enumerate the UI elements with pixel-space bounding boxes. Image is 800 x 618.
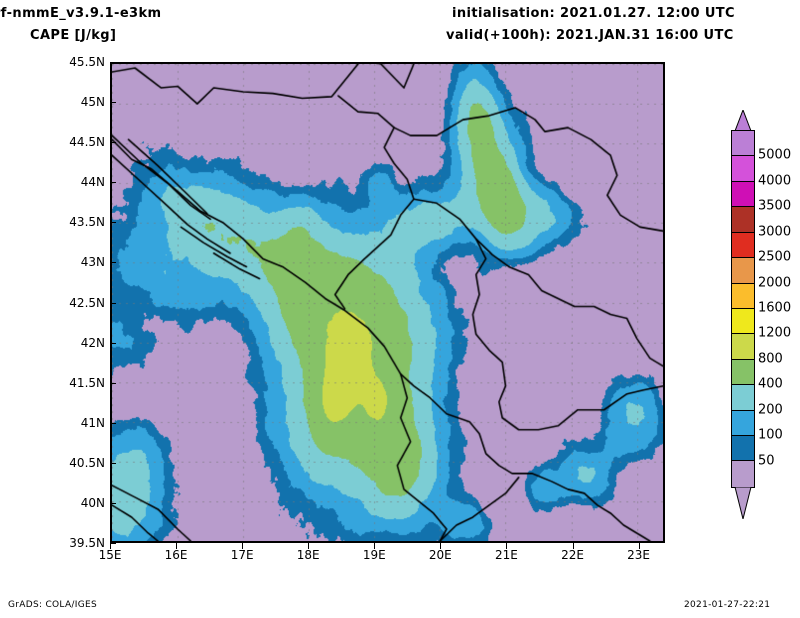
colorbar-tick-label: 400 bbox=[758, 376, 783, 392]
colorbar-tick-label: 1200 bbox=[758, 325, 792, 341]
valid-time: valid(+100h): 2021.JAN.31 16:00 UTC bbox=[446, 28, 734, 43]
colorbar-swatch bbox=[732, 131, 754, 157]
colorbar-tick-label: 3000 bbox=[758, 224, 792, 240]
colorbar-swatch bbox=[732, 283, 754, 309]
y-tick-label: 43.5N bbox=[69, 215, 105, 230]
colorbar-tick-label: 3500 bbox=[758, 198, 792, 214]
colorbar[interactable] bbox=[731, 130, 755, 488]
y-tick-label: 42.5N bbox=[69, 295, 105, 310]
colorbar-swatch bbox=[732, 334, 754, 360]
y-tick-label: 40N bbox=[80, 495, 105, 510]
y-tick-mark bbox=[110, 502, 116, 504]
y-tick-mark bbox=[110, 462, 116, 464]
colorbar-tick-label: 4000 bbox=[758, 173, 792, 189]
y-tick-mark bbox=[110, 102, 116, 104]
x-tick-label: 16E bbox=[164, 548, 188, 562]
y-tick-mark bbox=[110, 222, 116, 224]
x-tick-label: 17E bbox=[230, 548, 254, 562]
y-tick-mark bbox=[110, 62, 116, 63]
colorbar-swatch bbox=[732, 232, 754, 259]
colorbar-swatch bbox=[732, 359, 754, 386]
x-tick-mark bbox=[572, 543, 574, 549]
x-tick-mark bbox=[110, 543, 111, 549]
x-tick-mark bbox=[242, 543, 244, 549]
colorbar-over-arrow bbox=[734, 110, 752, 131]
render-timestamp: 2021-01-27-22:21 bbox=[684, 600, 771, 610]
colorbar-swatch bbox=[732, 385, 754, 411]
x-tick-label: 23E bbox=[627, 548, 650, 562]
x-tick-label: 22E bbox=[561, 548, 584, 562]
colorbar-tick-label: 50 bbox=[758, 453, 775, 469]
x-tick-mark bbox=[506, 543, 508, 549]
colorbar-tick-label: 5000 bbox=[758, 147, 792, 163]
colorbar-swatch bbox=[732, 461, 754, 487]
x-tick-label: 21E bbox=[494, 548, 518, 562]
model-title: rf-nmmE_v3.9.1-e3km bbox=[0, 6, 162, 21]
y-tick-label: 45.5N bbox=[69, 55, 105, 69]
x-tick-mark bbox=[176, 543, 178, 549]
colorbar-swatch bbox=[732, 207, 754, 233]
y-tick-label: 41N bbox=[80, 415, 105, 430]
colorbar-swatch bbox=[732, 181, 754, 208]
y-tick-label: 42N bbox=[80, 335, 105, 350]
cape-field-heatmap bbox=[112, 64, 663, 541]
y-tick-mark bbox=[110, 302, 116, 304]
colorbar-tick-label: 100 bbox=[758, 427, 783, 443]
x-tick-label: 19E bbox=[362, 548, 386, 562]
y-tick-label: 39.5N bbox=[69, 536, 105, 550]
y-tick-label: 44.5N bbox=[69, 135, 105, 150]
x-tick-mark bbox=[308, 543, 310, 549]
y-tick-mark bbox=[110, 382, 116, 384]
initialisation-time: initialisation: 2021.01.27. 12:00 UTC bbox=[452, 6, 735, 21]
colorbar-tick-label: 2500 bbox=[758, 249, 792, 265]
y-tick-mark bbox=[110, 543, 116, 544]
colorbar-swatch bbox=[732, 436, 754, 462]
colorbar-swatch bbox=[732, 258, 754, 284]
y-tick-mark bbox=[110, 182, 116, 184]
colorbar-tick-label: 200 bbox=[758, 402, 783, 418]
x-tick-mark bbox=[638, 543, 640, 549]
y-tick-label: 41.5N bbox=[69, 375, 105, 390]
y-tick-label: 45N bbox=[80, 95, 105, 110]
y-tick-label: 40.5N bbox=[69, 455, 105, 470]
colorbar-tick-label: 800 bbox=[758, 351, 783, 367]
colorbar-swatch bbox=[732, 308, 754, 335]
colorbar-under-arrow bbox=[734, 487, 752, 519]
x-tick-label: 15E bbox=[98, 548, 122, 562]
x-tick-mark bbox=[374, 543, 376, 549]
y-tick-label: 43N bbox=[80, 255, 105, 270]
colorbar-swatch bbox=[732, 410, 754, 437]
colorbar-tick-label: 2000 bbox=[758, 275, 792, 291]
colorbar-tick-label: 1600 bbox=[758, 300, 792, 316]
variable-title: CAPE [J/kg] bbox=[30, 28, 117, 43]
x-tick-label: 18E bbox=[296, 548, 320, 562]
grads-credit: GrADS: COLA/IGES bbox=[8, 600, 97, 610]
colorbar-swatch bbox=[732, 156, 754, 182]
y-tick-label: 44N bbox=[80, 175, 105, 190]
x-tick-label: 20E bbox=[428, 548, 452, 562]
map-plot-area[interactable] bbox=[110, 62, 665, 543]
y-tick-mark bbox=[110, 262, 116, 264]
x-tick-mark bbox=[440, 543, 442, 549]
y-tick-mark bbox=[110, 342, 116, 344]
y-axis-labels: 39.5N 40N 40.5N 41N 41.5N 42N 42.5N 43N 43.5N 44N… bbox=[0, 0, 105, 618]
y-tick-mark bbox=[110, 142, 116, 144]
y-tick-mark bbox=[110, 422, 116, 424]
